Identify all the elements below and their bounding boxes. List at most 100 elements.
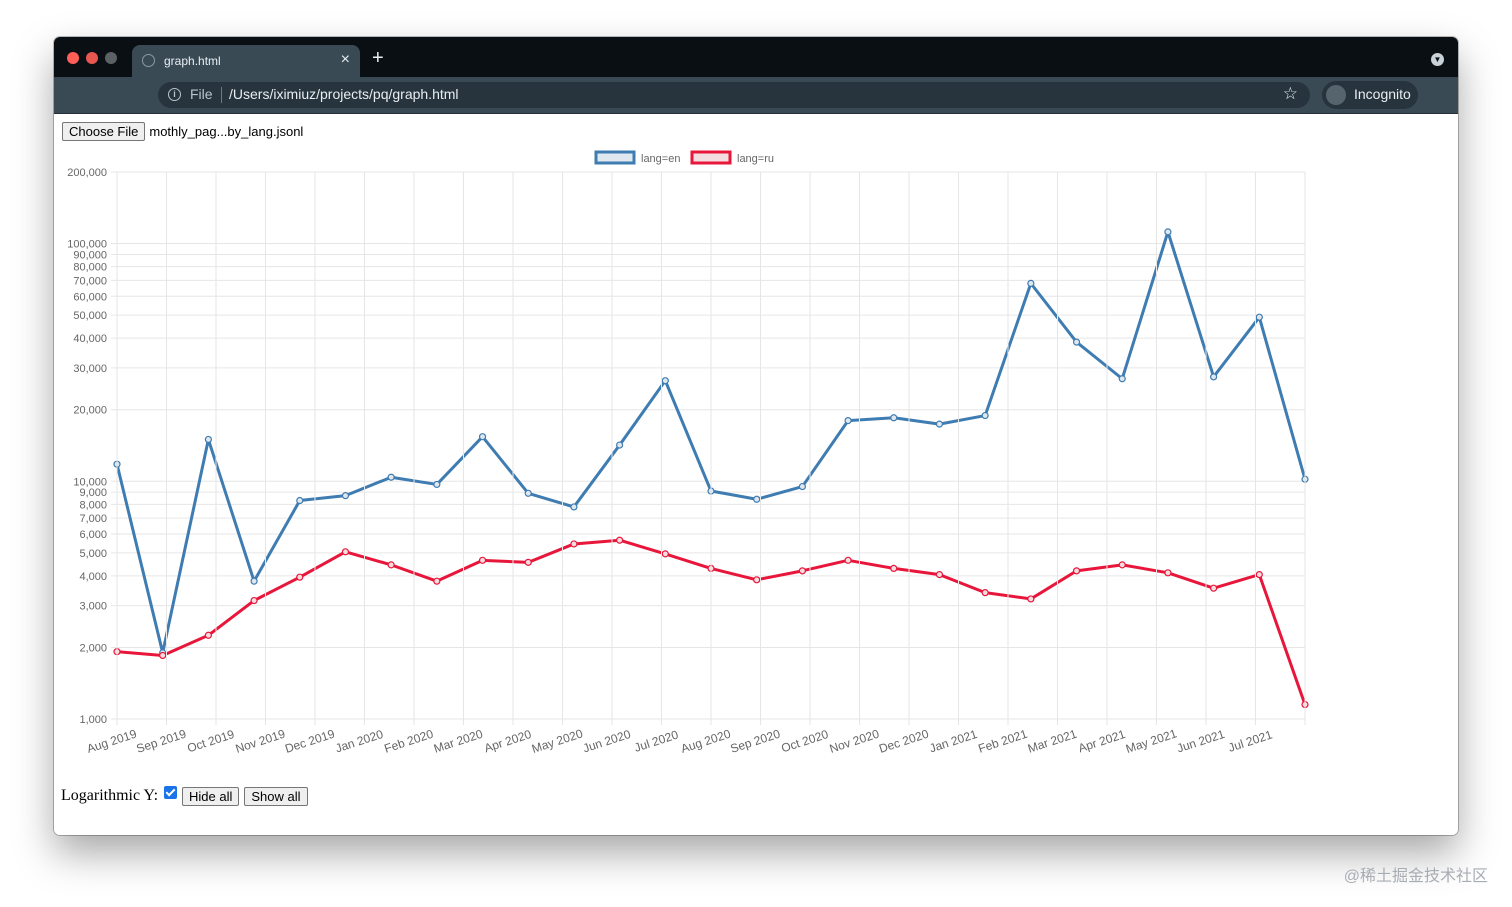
x-tick-label: Dec 2019 xyxy=(283,727,336,756)
y-tick-label: 7,000 xyxy=(79,513,107,525)
x-tick-label: Apr 2020 xyxy=(482,727,533,755)
data-point xyxy=(981,411,989,420)
y-tick-label: 90,000 xyxy=(73,249,107,261)
chevron-down-icon[interactable]: ▼ xyxy=(1431,53,1444,66)
x-tick-label: Jan 2021 xyxy=(928,727,980,756)
data-point xyxy=(387,473,395,481)
hide-all-button[interactable]: Hide all xyxy=(182,786,240,806)
new-tab-button[interactable]: + xyxy=(372,47,384,69)
data-point xyxy=(616,441,624,449)
y-tick-label: 5,000 xyxy=(79,548,107,560)
x-tick-label: Jul 2020 xyxy=(633,727,681,754)
data-point xyxy=(844,416,852,425)
x-tick-label: Jun 2021 xyxy=(1175,727,1227,756)
x-tick-label: Aug 2019 xyxy=(85,727,139,756)
x-tick-label: May 2020 xyxy=(530,726,585,756)
data-point xyxy=(250,577,258,585)
data-point xyxy=(1164,569,1172,577)
legend-label: lang=en xyxy=(641,153,680,165)
x-tick-label: Apr 2021 xyxy=(1076,727,1127,755)
show-all-button[interactable]: Show all xyxy=(244,786,308,806)
watermark: @稀土掘金技术社区 xyxy=(1343,868,1488,885)
close-window-button[interactable] xyxy=(67,52,79,64)
data-point xyxy=(890,414,898,422)
data-point xyxy=(981,589,989,597)
data-point xyxy=(341,548,350,556)
x-tick-label: Mar 2020 xyxy=(432,727,485,756)
data-point xyxy=(524,558,532,566)
y-tick-label: 3,000 xyxy=(79,601,107,613)
x-tick-label: Sep 2019 xyxy=(135,727,189,756)
data-point xyxy=(250,596,258,605)
y-tick-label: 10,000 xyxy=(73,476,107,488)
y-tick-label: 40,000 xyxy=(73,333,107,345)
x-tick-label: Oct 2019 xyxy=(185,727,236,755)
chart-controls: Logarithmic Y: Hide all Show all xyxy=(61,786,308,806)
logarithmic-y-checkbox[interactable] xyxy=(164,786,178,799)
data-point xyxy=(570,540,578,548)
data-point xyxy=(204,435,212,444)
data-point xyxy=(935,570,944,579)
incognito-icon xyxy=(1326,85,1346,105)
title-bar: graph.html × + ▼ xyxy=(54,37,1458,77)
data-point xyxy=(341,492,350,500)
tab-title: graph.html xyxy=(164,54,221,68)
data-point xyxy=(935,420,944,428)
y-tick-label: 60,000 xyxy=(73,291,107,303)
data-point xyxy=(890,564,898,573)
data-point xyxy=(1164,228,1172,236)
x-tick-label: Jan 2020 xyxy=(334,727,386,756)
file-picker-row: Choose File mothly_pag...by_lang.jsonl xyxy=(62,122,303,141)
data-point xyxy=(1255,313,1263,321)
zoom-window-button[interactable] xyxy=(105,52,117,64)
y-tick-label: 20,000 xyxy=(73,405,107,417)
data-point xyxy=(798,567,806,575)
data-point xyxy=(844,556,852,564)
x-tick-label: Jun 2020 xyxy=(581,727,633,756)
y-tick-label: 4,000 xyxy=(79,571,107,583)
data-point xyxy=(387,561,395,569)
data-point xyxy=(159,651,167,660)
browser-window: graph.html × + ▼ i File /Users/iximiuz/p… xyxy=(54,37,1458,835)
y-tick-label: 100,000 xyxy=(67,239,107,251)
data-point xyxy=(753,495,761,503)
data-point xyxy=(1118,561,1126,569)
address-bar[interactable]: i File /Users/iximiuz/projects/pq/graph.… xyxy=(158,82,1310,108)
legend-label: lang=ru xyxy=(737,153,774,165)
y-tick-label: 70,000 xyxy=(73,275,107,287)
data-point xyxy=(1210,584,1218,592)
minimize-window-button[interactable] xyxy=(86,52,98,64)
tab-close-icon[interactable]: × xyxy=(340,51,350,68)
x-tick-label: May 2021 xyxy=(1124,726,1179,756)
selected-file-name: mothly_pag...by_lang.jsonl xyxy=(149,124,304,139)
y-tick-label: 9,000 xyxy=(79,487,107,499)
x-tick-label: Dec 2020 xyxy=(877,727,930,756)
url-separator xyxy=(221,87,222,103)
legend-swatch xyxy=(594,150,636,165)
y-tick-label: 2,000 xyxy=(79,642,107,654)
x-tick-label: Sep 2020 xyxy=(729,727,783,756)
data-point xyxy=(661,550,669,558)
data-point xyxy=(753,576,761,584)
x-tick-label: Feb 2020 xyxy=(382,727,435,756)
data-point xyxy=(1210,373,1218,381)
x-tick-label: Oct 2020 xyxy=(779,727,830,755)
y-tick-label: 8,000 xyxy=(79,499,107,511)
url-text[interactable]: /Users/iximiuz/projects/pq/graph.html xyxy=(229,86,459,102)
y-tick-label: 50,000 xyxy=(73,310,107,322)
data-point xyxy=(478,556,487,564)
logarithmic-y-label: Logarithmic Y: xyxy=(61,787,159,804)
data-point xyxy=(798,482,806,491)
globe-icon xyxy=(142,54,155,67)
info-icon[interactable]: i xyxy=(168,88,181,101)
x-tick-label: Jul 2021 xyxy=(1227,727,1275,754)
y-tick-label: 30,000 xyxy=(73,363,107,375)
bookmark-star-icon[interactable]: ☆ xyxy=(1282,84,1298,103)
y-tick-label: 80,000 xyxy=(73,262,107,274)
data-point xyxy=(204,631,212,639)
tab-graph[interactable]: graph.html × xyxy=(132,45,360,77)
choose-file-button[interactable]: Choose File xyxy=(62,122,146,141)
browser-toolbar: i File /Users/iximiuz/projects/pq/graph.… xyxy=(54,77,1458,114)
data-point xyxy=(1072,338,1081,346)
incognito-badge[interactable]: Incognito xyxy=(1322,81,1418,109)
